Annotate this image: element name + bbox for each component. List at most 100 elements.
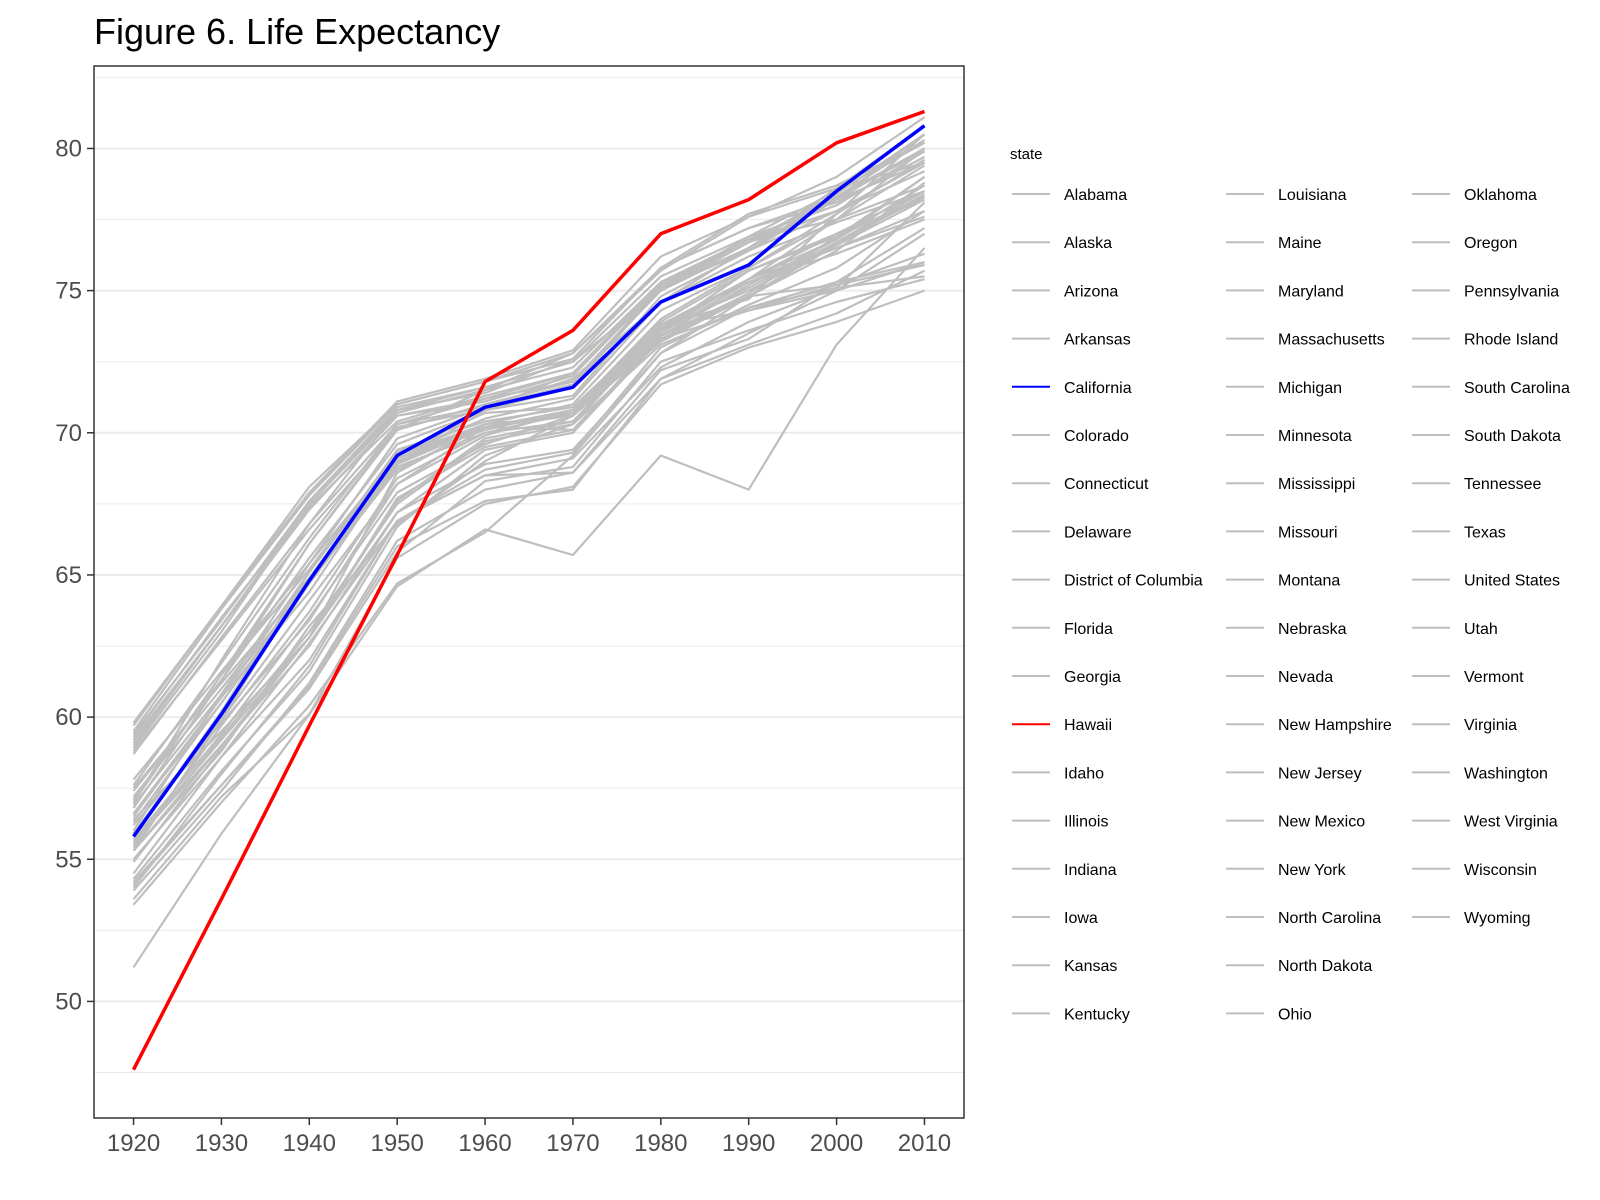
- legend-label-vermont: Vermont: [1464, 669, 1524, 686]
- legend-label-massachusetts: Massachusetts: [1278, 332, 1385, 349]
- x-tick-label: 1980: [634, 1130, 687, 1157]
- legend-label-new-hampshire: New Hampshire: [1278, 717, 1392, 734]
- x-tick-label: 1920: [107, 1130, 160, 1157]
- x-tick-label: 2000: [810, 1130, 863, 1157]
- y-tick-label: 55: [55, 846, 82, 873]
- legend-label-north-dakota: North Dakota: [1278, 958, 1372, 975]
- y-tick-label: 50: [55, 988, 82, 1015]
- legend-label-pennsylvania: Pennsylvania: [1464, 283, 1559, 300]
- legend-label-louisiana: Louisiana: [1278, 187, 1347, 204]
- y-tick-label: 65: [55, 562, 82, 589]
- chart-title: Figure 6. Life Expectancy: [94, 11, 500, 52]
- series-line-oklahoma: [132, 263, 925, 849]
- legend: state Alabama Alaska Arizona Arkansas Califo…: [1010, 146, 1570, 1023]
- legend-label-michigan: Michigan: [1278, 380, 1342, 397]
- legend-label-minnesota: Minnesota: [1278, 428, 1352, 445]
- legend-label-oklahoma: Oklahoma: [1464, 187, 1537, 204]
- x-tick-label: 1970: [546, 1130, 599, 1157]
- legend-label-nevada: Nevada: [1278, 669, 1333, 686]
- legend-label-new-jersey: New Jersey: [1278, 765, 1362, 782]
- series-line-nevada: [132, 201, 926, 875]
- series-line-indiana: [132, 215, 925, 804]
- plot-area: 50 55 60 65 70 75 80 1920 1930 1940 1950 1960 1970 19…: [55, 65, 965, 1157]
- x-tick-label: 1950: [370, 1130, 423, 1157]
- x-tick-label: 1990: [722, 1130, 775, 1157]
- series-line-mississippi: [132, 289, 925, 900]
- legend-label-mississippi: Mississippi: [1278, 476, 1355, 493]
- series-line-kentucky: [132, 261, 925, 846]
- legend-label-hawaii: Hawaii: [1064, 717, 1112, 734]
- legend-label-kentucky: Kentucky: [1064, 1006, 1130, 1023]
- legend-label-wyoming: Wyoming: [1464, 910, 1531, 927]
- series-line-texas: [132, 190, 926, 852]
- plot-frame: [93, 65, 965, 1119]
- legend-label-texas: Texas: [1464, 524, 1506, 541]
- legend-label-district-of-columbia: District of Columbia: [1064, 573, 1203, 590]
- legend-label-oregon: Oregon: [1464, 235, 1517, 252]
- legend-label-ohio: Ohio: [1278, 1006, 1312, 1023]
- legend-label-arizona: Arizona: [1064, 283, 1118, 300]
- series-line-district-of-columbia: [132, 247, 926, 968]
- series-line-wyoming: [132, 198, 925, 789]
- legend-label-florida: Florida: [1064, 621, 1113, 638]
- legend-label-delaware: Delaware: [1064, 524, 1132, 541]
- legend-label-united-states: United States: [1464, 573, 1560, 590]
- y-tick-label: 60: [55, 704, 82, 731]
- legend-label-missouri: Missouri: [1278, 524, 1338, 541]
- series-line-utah: [132, 141, 925, 752]
- series-line-rhode-island: [132, 150, 926, 832]
- legend-label-new-mexico: New Mexico: [1278, 814, 1365, 831]
- x-tick-label: 1930: [195, 1130, 248, 1157]
- legend-label-georgia: Georgia: [1064, 669, 1121, 686]
- legend-label-alabama: Alabama: [1064, 187, 1127, 204]
- legend-label-virginia: Virginia: [1464, 717, 1517, 734]
- series-line-virginia: [132, 176, 926, 843]
- series-line-wisconsin: [132, 147, 926, 750]
- legend-label-california: California: [1064, 380, 1132, 397]
- series-line-north-dakota: [132, 161, 925, 727]
- series-line-west-virginia: [132, 275, 925, 821]
- legend-label-illinois: Illinois: [1064, 814, 1108, 831]
- series-line-united-states: [132, 184, 926, 835]
- legend-label-wisconsin: Wisconsin: [1464, 862, 1537, 879]
- legend-label-tennessee: Tennessee: [1464, 476, 1541, 493]
- legend-label-north-carolina: North Carolina: [1278, 910, 1381, 927]
- series-line-hawaii: [131, 109, 926, 1071]
- legend-label-new-york: New York: [1278, 862, 1347, 879]
- x-tick-label: 1940: [283, 1130, 336, 1157]
- legend-label-rhode-island: Rhode Island: [1464, 332, 1558, 349]
- series-line-north-carolina: [132, 210, 926, 861]
- legend-label-kansas: Kansas: [1064, 958, 1117, 975]
- legend-label-west-virginia: West Virginia: [1464, 814, 1558, 831]
- legend-label-maryland: Maryland: [1278, 283, 1344, 300]
- series-line-georgia: [132, 227, 926, 889]
- series-line-minnesota: [132, 116, 926, 724]
- legend-label-alaska: Alaska: [1064, 235, 1112, 252]
- series-line-florida: [132, 164, 926, 826]
- legend-label-iowa: Iowa: [1064, 910, 1098, 927]
- y-tick-label: 70: [55, 420, 82, 447]
- legend-label-arkansas: Arkansas: [1064, 332, 1131, 349]
- legend-label-indiana: Indiana: [1064, 862, 1117, 879]
- legend-label-connecticut: Connecticut: [1064, 476, 1149, 493]
- legend-label-nebraska: Nebraska: [1278, 621, 1347, 638]
- y-tick-label: 75: [55, 278, 82, 305]
- legend-label-colorado: Colorado: [1064, 428, 1129, 445]
- series-line-new-mexico: [132, 195, 925, 880]
- series-line-iowa: [132, 156, 926, 732]
- legend-label-washington: Washington: [1464, 765, 1548, 782]
- series-line-california: [132, 124, 926, 838]
- legend-label-utah: Utah: [1464, 621, 1498, 638]
- x-tick-label: 1960: [458, 1130, 511, 1157]
- legend-label-south-carolina: South Carolina: [1464, 380, 1570, 397]
- series-line-washington: [132, 141, 926, 755]
- series-line-arizona: [132, 158, 926, 863]
- legend-label-maine: Maine: [1278, 235, 1322, 252]
- legend-title: state: [1010, 146, 1043, 163]
- x-tick-label: 2010: [898, 1130, 951, 1157]
- series-line-montana: [132, 190, 925, 781]
- legend-label-south-dakota: South Dakota: [1464, 428, 1561, 445]
- series-line-south-carolina: [132, 232, 926, 886]
- legend-label-idaho: Idaho: [1064, 765, 1104, 782]
- series-line-arkansas: [132, 261, 925, 852]
